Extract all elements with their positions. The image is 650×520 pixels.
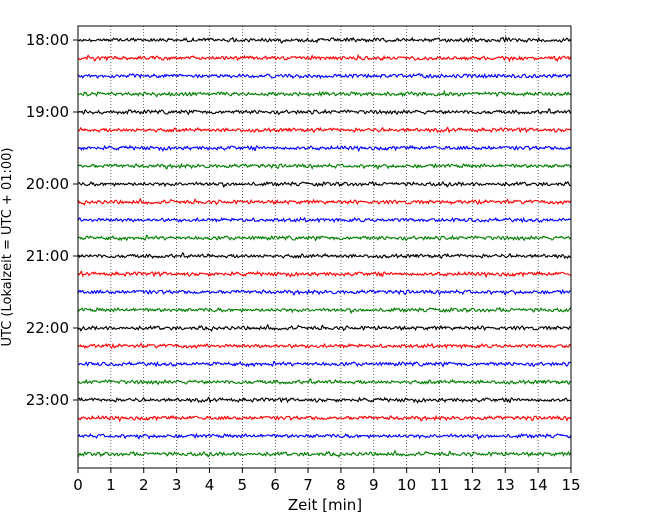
trace-line bbox=[77, 306, 572, 315]
trace-line bbox=[77, 288, 572, 296]
x-tick-label: 8 bbox=[336, 476, 346, 494]
trace-line bbox=[77, 342, 572, 350]
x-axis-label: Zeit [min] bbox=[288, 496, 362, 514]
y-tick-label: 23:00 bbox=[26, 391, 69, 409]
trace-line bbox=[77, 396, 572, 404]
y-axis-ticks: 18:00 19:00 20:00 21:00 22:00 23:00 bbox=[26, 31, 78, 409]
x-tick-label: 3 bbox=[172, 476, 182, 494]
trace-line bbox=[77, 449, 572, 458]
trace-line bbox=[77, 252, 572, 260]
trace-line bbox=[77, 162, 572, 170]
x-tick-label: 4 bbox=[205, 476, 215, 494]
seismic-traces bbox=[77, 35, 572, 458]
y-tick-label: 21:00 bbox=[26, 247, 69, 265]
x-tick-label: 11 bbox=[430, 476, 449, 494]
trace-line bbox=[77, 432, 572, 441]
y-tick-label: 18:00 bbox=[26, 31, 69, 49]
y-tick-label: 22:00 bbox=[26, 319, 69, 337]
trace-line bbox=[77, 216, 572, 224]
x-axis-ticks: 0 1 2 3 4 5 6 7 8 9 10 11 12 13 14 15 bbox=[73, 468, 581, 494]
trace-line bbox=[77, 180, 572, 189]
trace-line bbox=[77, 378, 572, 386]
trace-line bbox=[77, 144, 572, 153]
trace-line bbox=[77, 89, 572, 98]
trace-line bbox=[77, 108, 572, 116]
x-tick-label: 6 bbox=[270, 476, 280, 494]
trace-line bbox=[77, 126, 572, 134]
trace-line bbox=[77, 53, 572, 63]
trace-line bbox=[77, 35, 572, 44]
x-tick-label: 12 bbox=[463, 476, 482, 494]
x-tick-label: 1 bbox=[106, 476, 116, 494]
y-axis-label: UTC (Lokalzeit = UTC + 01:00) bbox=[0, 148, 15, 347]
x-tick-label: 2 bbox=[139, 476, 149, 494]
x-tick-label: 5 bbox=[238, 476, 248, 494]
trace-line bbox=[77, 360, 572, 368]
y-tick-label: 19:00 bbox=[26, 103, 69, 121]
trace-line bbox=[77, 414, 572, 423]
x-tick-label: 0 bbox=[73, 476, 83, 494]
x-tick-label: 10 bbox=[397, 476, 416, 494]
y-tick-label: 20:00 bbox=[26, 175, 69, 193]
x-tick-label: 7 bbox=[303, 476, 313, 494]
x-tick-label: 9 bbox=[369, 476, 379, 494]
x-tick-label: 13 bbox=[496, 476, 515, 494]
trace-line bbox=[77, 197, 572, 206]
x-tick-label: 15 bbox=[561, 476, 580, 494]
trace-line bbox=[77, 270, 572, 279]
trace-line bbox=[77, 72, 572, 80]
trace-line bbox=[77, 234, 572, 242]
trace-line bbox=[77, 323, 572, 332]
x-tick-label: 14 bbox=[529, 476, 548, 494]
plot-frame bbox=[77, 25, 572, 469]
